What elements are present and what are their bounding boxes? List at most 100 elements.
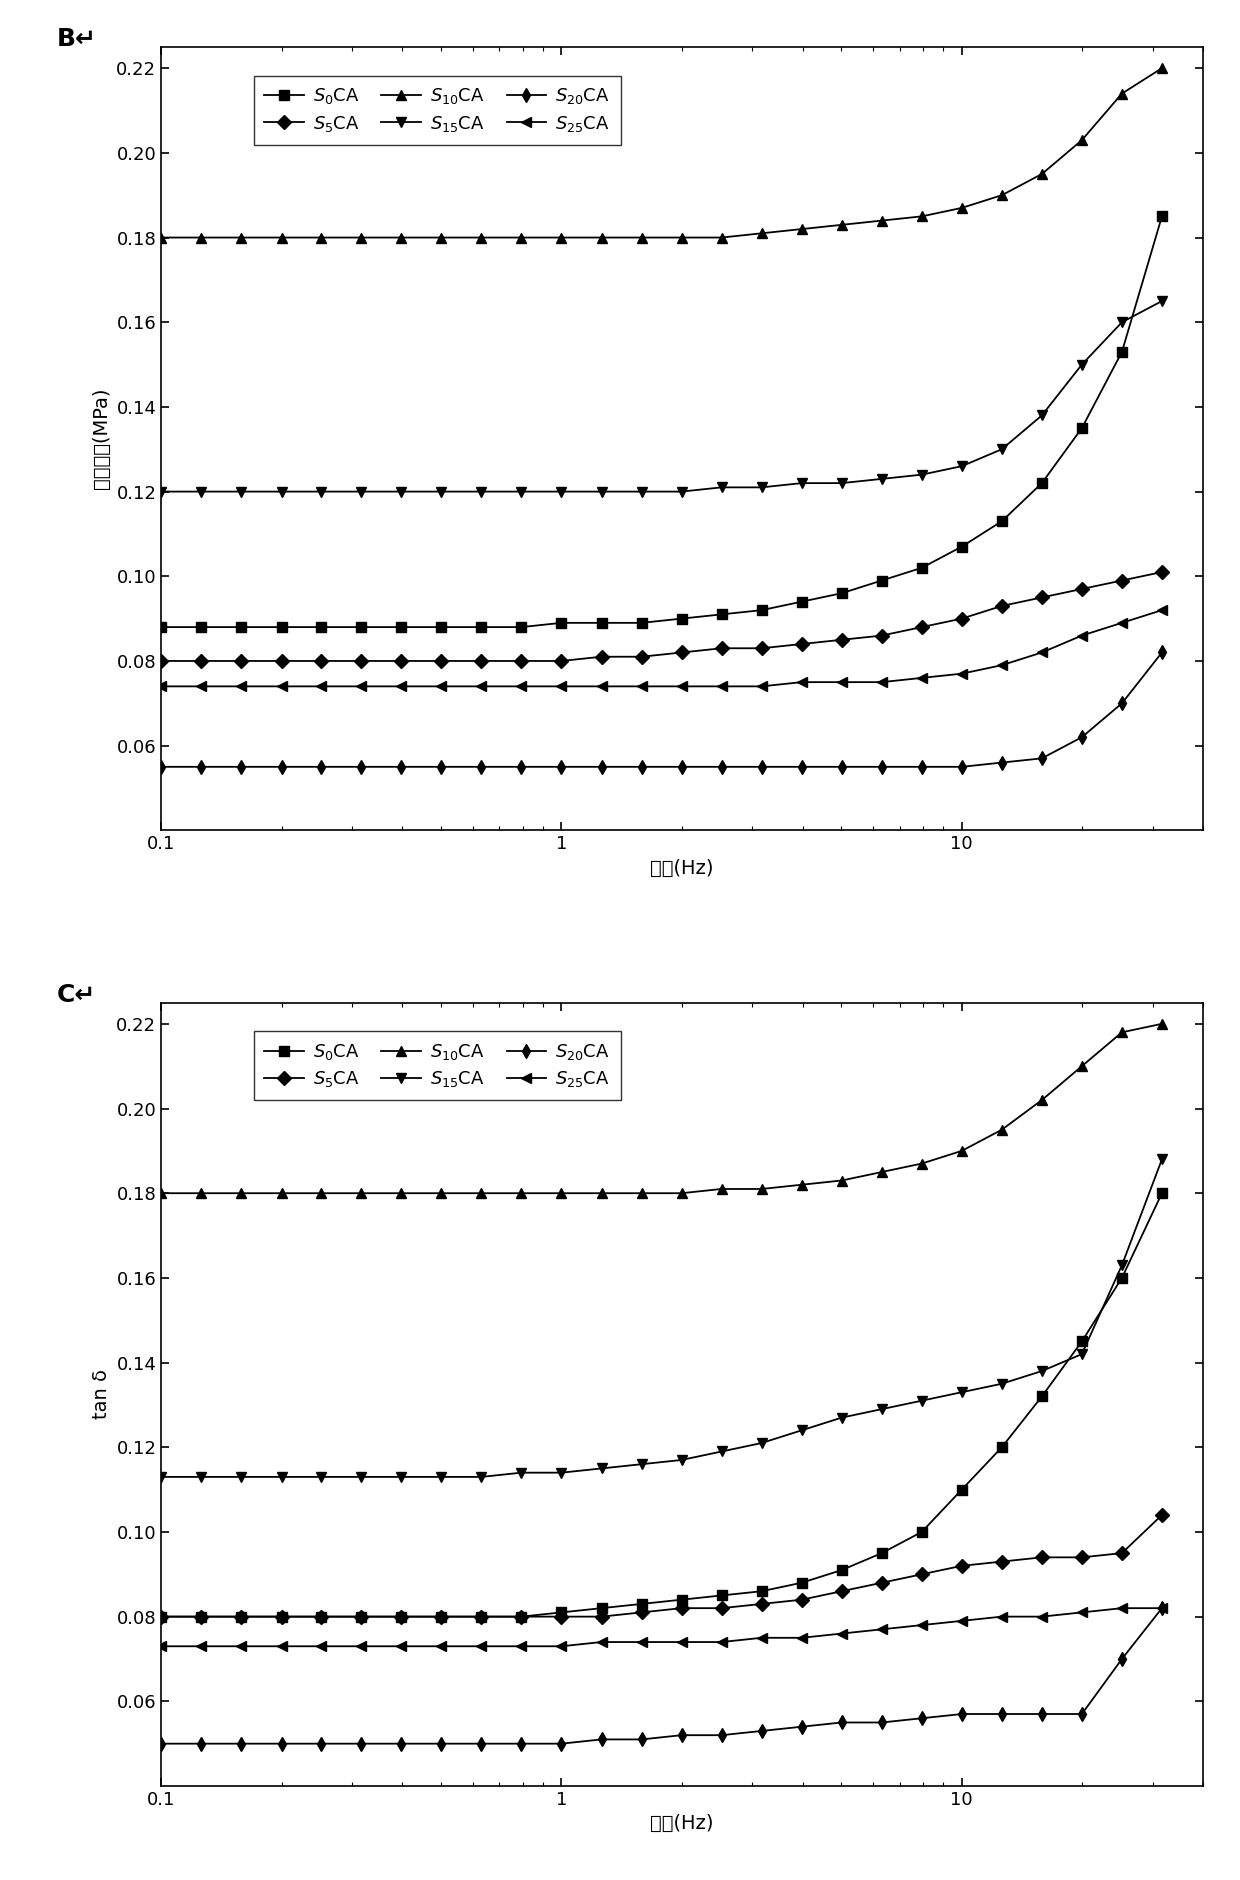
$S_{20}$CA <box>353 1731 368 1754</box>
$S_{25}$CA <box>513 1636 528 1658</box>
$S_{10}$CA <box>434 1183 449 1205</box>
$S_{25}$CA <box>594 675 609 697</box>
$S_{15}$CA <box>795 1419 810 1442</box>
$S_{20}$CA <box>1074 726 1089 748</box>
$S_0$CA <box>154 1606 169 1628</box>
$S_{20}$CA <box>1154 641 1169 664</box>
Line: $S_{25}$CA: $S_{25}$CA <box>156 605 1167 692</box>
$S_{10}$CA <box>874 1160 889 1183</box>
$S_{10}$CA <box>675 226 689 248</box>
$S_{25}$CA <box>1034 641 1049 664</box>
$S_{15}$CA <box>233 1466 248 1489</box>
$S_{15}$CA <box>994 1372 1009 1395</box>
$S_{25}$CA <box>835 1622 849 1645</box>
$S_5$CA <box>754 1592 769 1615</box>
$S_5$CA <box>714 637 729 660</box>
$S_{15}$CA <box>1034 1359 1049 1382</box>
$S_{15}$CA <box>955 455 970 478</box>
$S_5$CA <box>994 594 1009 617</box>
$S_{15}$CA <box>434 1466 449 1489</box>
$S_0$CA <box>154 617 169 639</box>
Line: $S_{25}$CA: $S_{25}$CA <box>156 1604 1167 1651</box>
$S_{15}$CA <box>795 472 810 494</box>
$S_0$CA <box>434 1606 449 1628</box>
$S_{25}$CA <box>193 675 208 697</box>
$S_5$CA <box>154 650 169 673</box>
$S_{25}$CA <box>1115 1596 1130 1619</box>
$S_{10}$CA <box>835 214 849 237</box>
$S_{15}$CA <box>554 1461 569 1483</box>
$S_0$CA <box>474 1606 489 1628</box>
$S_{25}$CA <box>314 675 329 697</box>
$S_{20}$CA <box>594 1728 609 1750</box>
$S_{25}$CA <box>1074 1602 1089 1624</box>
$S_{20}$CA <box>714 756 729 778</box>
$S_{15}$CA <box>193 1466 208 1489</box>
$S_{15}$CA <box>513 479 528 502</box>
$S_{15}$CA <box>675 479 689 502</box>
$S_{25}$CA <box>955 1609 970 1632</box>
$S_5$CA <box>193 1606 208 1628</box>
Line: $S_0$CA: $S_0$CA <box>156 1188 1167 1621</box>
$S_0$CA <box>714 603 729 626</box>
$S_{15}$CA <box>353 1466 368 1489</box>
$S_{20}$CA <box>1034 1703 1049 1726</box>
$S_0$CA <box>675 1589 689 1611</box>
$S_0$CA <box>594 611 609 634</box>
$S_{25}$CA <box>835 671 849 694</box>
$S_{20}$CA <box>1115 1647 1130 1669</box>
$S_{25}$CA <box>434 675 449 697</box>
$S_{20}$CA <box>795 1715 810 1737</box>
$S_{15}$CA <box>754 1433 769 1455</box>
$S_{15}$CA <box>594 1457 609 1480</box>
$S_{25}$CA <box>714 675 729 697</box>
$S_{20}$CA <box>754 1720 769 1743</box>
$S_5$CA <box>513 1606 528 1628</box>
Text: C↵: C↵ <box>57 983 97 1008</box>
$S_{20}$CA <box>955 1703 970 1726</box>
$S_{25}$CA <box>1074 624 1089 647</box>
$S_{25}$CA <box>874 1619 889 1641</box>
$S_{15}$CA <box>474 479 489 502</box>
$S_{10}$CA <box>353 226 368 248</box>
$S_{25}$CA <box>714 1630 729 1653</box>
$S_{25}$CA <box>594 1630 609 1653</box>
$S_{25}$CA <box>554 675 569 697</box>
$S_{25}$CA <box>513 675 528 697</box>
$S_5$CA <box>1154 1504 1169 1527</box>
$S_5$CA <box>474 650 489 673</box>
$S_0$CA <box>874 570 889 592</box>
$S_0$CA <box>594 1596 609 1619</box>
$S_0$CA <box>994 509 1009 532</box>
$S_{25}$CA <box>353 675 368 697</box>
$S_0$CA <box>193 617 208 639</box>
$S_5$CA <box>1034 1545 1049 1568</box>
$S_{20}$CA <box>795 756 810 778</box>
$S_5$CA <box>874 1572 889 1594</box>
$S_{15}$CA <box>314 1466 329 1489</box>
$S_{10}$CA <box>1115 1021 1130 1043</box>
$S_{15}$CA <box>1154 290 1169 312</box>
$S_0$CA <box>795 590 810 613</box>
$S_{20}$CA <box>314 1731 329 1754</box>
$S_5$CA <box>314 650 329 673</box>
Y-axis label: 损耗模量(MPa): 损耗模量(MPa) <box>92 387 110 489</box>
$S_{10}$CA <box>394 226 409 248</box>
$S_{10}$CA <box>314 1183 329 1205</box>
X-axis label: 频率(Hz): 频率(Hz) <box>650 1814 714 1833</box>
$S_{20}$CA <box>994 752 1009 775</box>
$S_{20}$CA <box>1115 692 1130 714</box>
$S_{10}$CA <box>154 1183 169 1205</box>
$S_0$CA <box>394 1606 409 1628</box>
$S_{20}$CA <box>1034 746 1049 769</box>
$S_{20}$CA <box>154 756 169 778</box>
$S_0$CA <box>634 1592 649 1615</box>
$S_5$CA <box>394 1606 409 1628</box>
Text: B↵: B↵ <box>57 28 97 51</box>
$S_{25}$CA <box>1154 600 1169 622</box>
$S_{20}$CA <box>634 1728 649 1750</box>
$S_{20}$CA <box>634 756 649 778</box>
$S_{25}$CA <box>874 671 889 694</box>
$S_{25}$CA <box>394 1636 409 1658</box>
$S_5$CA <box>754 637 769 660</box>
